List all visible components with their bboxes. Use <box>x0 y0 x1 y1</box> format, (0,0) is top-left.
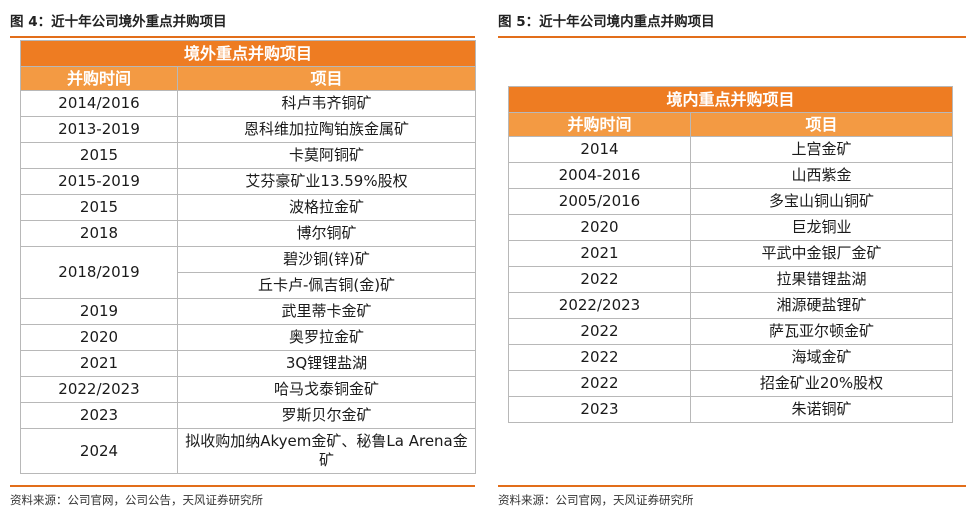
table-row: 2018/2019 碧沙铜(锌)矿 <box>20 246 477 299</box>
overseas-table-title: 境外重点并购项目 <box>19 40 477 67</box>
table-row: 2004-2016 山西紫金 <box>508 162 954 189</box>
domestic-acquisitions-table: 境内重点并购项目 并购时间 项目 2014 上宫金矿 2004-2016 山西紫… <box>507 86 954 423</box>
domestic-col-project: 项目 <box>689 112 954 137</box>
table-row: 2018 博尔铜矿 <box>20 220 477 247</box>
acquisition-project: 上宫金矿 <box>689 136 954 163</box>
acquisition-project: 拉果错锂盐湖 <box>689 266 954 293</box>
left-figure-title: 图 4：近十年公司境外重点并购项目 <box>10 14 227 30</box>
acquisition-time: 2023 <box>508 396 691 423</box>
acquisition-project: 拟收购加纳Akyem金矿、秘鲁La Arena金矿 <box>176 428 477 474</box>
table-row: 2021 3Q锂锂盐湖 <box>20 350 477 377</box>
acquisition-project: 哈马戈泰铜金矿 <box>176 376 477 403</box>
acquisition-project: 罗斯贝尔金矿 <box>176 402 477 429</box>
table-row: 2024 拟收购加纳Akyem金矿、秘鲁La Arena金矿 <box>20 428 477 474</box>
acquisition-time: 2004-2016 <box>508 162 691 189</box>
acquisition-project: 巨龙铜业 <box>689 214 954 241</box>
acquisition-time: 2022 <box>508 344 691 371</box>
acquisition-project: 博尔铜矿 <box>176 220 477 247</box>
acquisition-time: 2018/2019 <box>20 246 178 299</box>
acquisition-time: 2015 <box>20 194 178 221</box>
acquisition-time: 2021 <box>508 240 691 267</box>
table-row: 2022 海域金矿 <box>508 344 954 371</box>
left-title-rule <box>10 36 475 38</box>
overseas-acquisitions-table: 境外重点并购项目 并购时间 项目 2014/2016 科卢韦齐铜矿 2013-2… <box>19 40 477 474</box>
acquisition-time: 2022/2023 <box>508 292 691 319</box>
domestic-table-title: 境内重点并购项目 <box>507 86 954 113</box>
acquisition-time: 2019 <box>20 298 178 325</box>
acquisition-time: 2020 <box>508 214 691 241</box>
right-title-rule <box>498 36 966 38</box>
acquisition-time: 2013-2019 <box>20 116 178 143</box>
acquisition-project: 萨瓦亚尔顿金矿 <box>689 318 954 345</box>
table-row: 2014/2016 科卢韦齐铜矿 <box>20 90 477 117</box>
table-row: 2022 招金矿业20%股权 <box>508 370 954 397</box>
acquisition-project: 碧沙铜(锌)矿 <box>176 246 477 273</box>
acquisition-time: 2023 <box>20 402 178 429</box>
table-row: 2022 萨瓦亚尔顿金矿 <box>508 318 954 345</box>
table-row: 2022/2023 湘源硬盐锂矿 <box>508 292 954 319</box>
acquisition-time: 2015-2019 <box>20 168 178 195</box>
acquisition-time: 2024 <box>20 428 178 474</box>
left-source-note: 资料来源：公司官网，公司公告，天风证券研究所 <box>10 493 263 507</box>
right-source-note: 资料来源：公司官网，天风证券研究所 <box>498 493 694 507</box>
table-row: 2023 朱诺铜矿 <box>508 396 954 423</box>
acquisition-project: 海域金矿 <box>689 344 954 371</box>
overseas-col-project: 项目 <box>176 66 477 91</box>
acquisition-time: 2015 <box>20 142 178 169</box>
table-row: 2021 平武中金银厂金矿 <box>508 240 954 267</box>
acquisition-project: 湘源硬盐锂矿 <box>689 292 954 319</box>
acquisition-time: 2022 <box>508 318 691 345</box>
acquisition-project: 丘卡卢-佩吉铜(金)矿 <box>176 272 477 299</box>
table-row: 丘卡卢-佩吉铜(金)矿 <box>21 272 477 299</box>
acquisition-project: 武里蒂卡金矿 <box>176 298 477 325</box>
acquisition-time: 2022 <box>508 370 691 397</box>
acquisition-time: 2022/2023 <box>20 376 178 403</box>
acquisition-project: 卡莫阿铜矿 <box>176 142 477 169</box>
acquisition-time: 2022 <box>508 266 691 293</box>
acquisition-project: 多宝山铜山铜矿 <box>689 188 954 215</box>
acquisition-time: 2018 <box>20 220 178 247</box>
acquisition-project: 恩科维加拉陶铂族金属矿 <box>176 116 477 143</box>
acquisition-project: 科卢韦齐铜矿 <box>176 90 477 117</box>
table-row: 2015 卡莫阿铜矿 <box>20 142 477 169</box>
table-row: 2022 拉果错锂盐湖 <box>508 266 954 293</box>
right-source-rule <box>498 485 966 487</box>
left-source-rule <box>10 485 475 487</box>
overseas-col-time: 并购时间 <box>20 66 178 91</box>
acquisition-time: 2014/2016 <box>20 90 178 117</box>
acquisition-time: 2005/2016 <box>508 188 691 215</box>
table-row: 2020 巨龙铜业 <box>508 214 954 241</box>
acquisition-time: 2020 <box>20 324 178 351</box>
table-row: 2023 罗斯贝尔金矿 <box>20 402 477 429</box>
domestic-col-time: 并购时间 <box>508 112 691 137</box>
acquisition-project: 朱诺铜矿 <box>689 396 954 423</box>
acquisition-project: 奥罗拉金矿 <box>176 324 477 351</box>
table-row: 2015 波格拉金矿 <box>20 194 477 221</box>
table-row: 2022/2023 哈马戈泰铜金矿 <box>20 376 477 403</box>
acquisition-project: 招金矿业20%股权 <box>689 370 954 397</box>
table-row: 2015-2019 艾芬豪矿业13.59%股权 <box>20 168 477 195</box>
table-row: 2019 武里蒂卡金矿 <box>20 298 477 325</box>
acquisition-time: 2021 <box>20 350 178 377</box>
acquisition-project: 山西紫金 <box>689 162 954 189</box>
table-row: 2013-2019 恩科维加拉陶铂族金属矿 <box>20 116 477 143</box>
acquisition-project: 3Q锂锂盐湖 <box>176 350 477 377</box>
acquisition-project: 平武中金银厂金矿 <box>689 240 954 267</box>
acquisition-project: 波格拉金矿 <box>176 194 477 221</box>
table-row: 2020 奥罗拉金矿 <box>20 324 477 351</box>
table-row: 2014 上宫金矿 <box>508 136 954 163</box>
right-figure-title: 图 5：近十年公司境内重点并购项目 <box>498 14 715 30</box>
table-row: 2005/2016 多宝山铜山铜矿 <box>508 188 954 215</box>
acquisition-time: 2014 <box>508 136 691 163</box>
acquisition-project: 艾芬豪矿业13.59%股权 <box>176 168 477 195</box>
